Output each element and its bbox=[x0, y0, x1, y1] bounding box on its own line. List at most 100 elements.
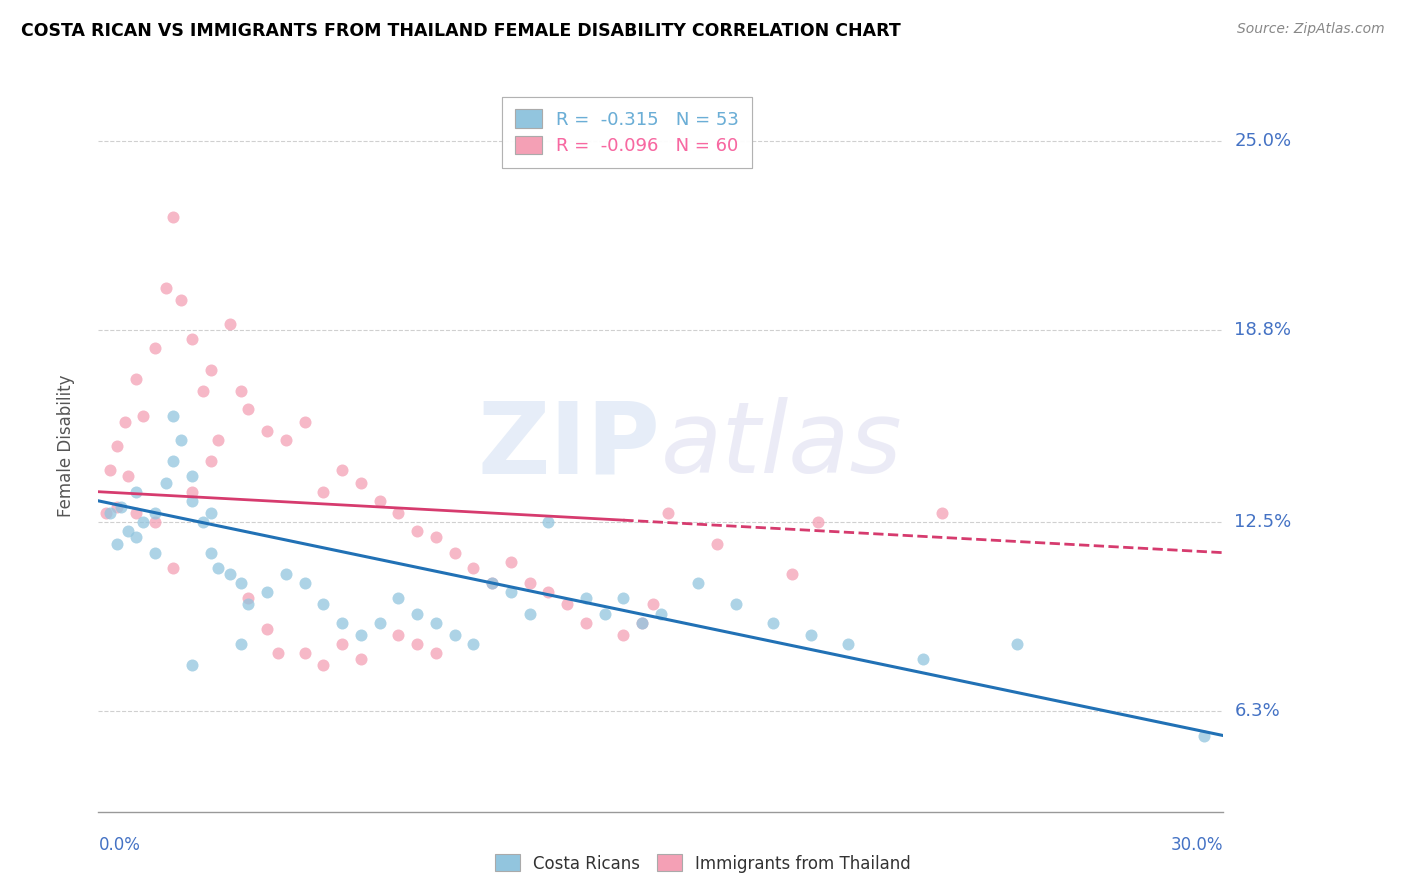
Point bbox=[643, 598, 665, 612]
Point bbox=[463, 637, 485, 651]
Point bbox=[105, 500, 128, 514]
Point bbox=[519, 607, 541, 621]
Text: 0.0%: 0.0% bbox=[98, 836, 141, 855]
Point bbox=[312, 598, 335, 612]
Point bbox=[125, 484, 148, 499]
Point bbox=[330, 615, 353, 630]
Point bbox=[294, 415, 316, 429]
Point bbox=[267, 646, 290, 660]
Text: 30.0%: 30.0% bbox=[1171, 836, 1223, 855]
Point bbox=[425, 646, 447, 660]
Point bbox=[155, 475, 177, 490]
Point bbox=[256, 622, 278, 636]
Point bbox=[330, 463, 353, 477]
Point bbox=[1194, 729, 1216, 743]
Point bbox=[575, 591, 598, 606]
Point bbox=[368, 615, 391, 630]
Point bbox=[443, 628, 465, 642]
Point bbox=[105, 439, 128, 453]
Point bbox=[837, 637, 859, 651]
Point bbox=[555, 598, 578, 612]
Point bbox=[200, 546, 222, 560]
Text: 6.3%: 6.3% bbox=[1234, 702, 1279, 720]
Point bbox=[294, 576, 316, 591]
Point bbox=[780, 567, 803, 582]
Point bbox=[368, 494, 391, 508]
Point bbox=[256, 424, 278, 438]
Point bbox=[1005, 637, 1028, 651]
Point bbox=[800, 628, 823, 642]
Point bbox=[256, 585, 278, 599]
Point bbox=[593, 607, 616, 621]
Point bbox=[193, 384, 215, 398]
Point bbox=[575, 615, 598, 630]
Point bbox=[350, 652, 373, 666]
Point bbox=[98, 506, 121, 520]
Point bbox=[612, 628, 634, 642]
Point bbox=[94, 506, 117, 520]
Point bbox=[155, 280, 177, 294]
Point bbox=[931, 506, 953, 520]
Legend: Costa Ricans, Immigrants from Thailand: Costa Ricans, Immigrants from Thailand bbox=[488, 847, 918, 880]
Point bbox=[762, 615, 785, 630]
Point bbox=[162, 454, 184, 468]
Point bbox=[207, 433, 229, 447]
Point bbox=[181, 494, 204, 508]
Point bbox=[688, 576, 710, 591]
Point bbox=[181, 484, 204, 499]
Point bbox=[443, 546, 465, 560]
Point bbox=[218, 317, 240, 331]
Point bbox=[537, 585, 560, 599]
Point bbox=[181, 658, 204, 673]
Point bbox=[181, 469, 204, 483]
Point bbox=[238, 591, 260, 606]
Point bbox=[274, 567, 297, 582]
Point bbox=[143, 546, 166, 560]
Text: Source: ZipAtlas.com: Source: ZipAtlas.com bbox=[1237, 22, 1385, 37]
Point bbox=[519, 576, 541, 591]
Point bbox=[162, 211, 184, 225]
Point bbox=[631, 615, 654, 630]
Point bbox=[170, 293, 193, 307]
Point bbox=[218, 567, 240, 582]
Point bbox=[229, 637, 252, 651]
Point bbox=[105, 536, 128, 550]
Point bbox=[631, 615, 654, 630]
Point bbox=[650, 607, 672, 621]
Point bbox=[207, 561, 229, 575]
Point bbox=[330, 637, 353, 651]
Text: COSTA RICAN VS IMMIGRANTS FROM THAILAND FEMALE DISABILITY CORRELATION CHART: COSTA RICAN VS IMMIGRANTS FROM THAILAND … bbox=[21, 22, 901, 40]
Point bbox=[125, 506, 148, 520]
Point bbox=[193, 515, 215, 529]
Point bbox=[162, 561, 184, 575]
Point bbox=[238, 598, 260, 612]
Point bbox=[807, 515, 830, 529]
Point bbox=[200, 363, 222, 377]
Point bbox=[499, 585, 522, 599]
Point bbox=[706, 536, 728, 550]
Point bbox=[132, 409, 155, 423]
Point bbox=[463, 561, 485, 575]
Text: atlas: atlas bbox=[661, 398, 903, 494]
Point bbox=[200, 454, 222, 468]
Point bbox=[132, 515, 155, 529]
Point bbox=[499, 555, 522, 569]
Point bbox=[98, 463, 121, 477]
Point bbox=[229, 576, 252, 591]
Text: ZIP: ZIP bbox=[478, 398, 661, 494]
Point bbox=[406, 607, 429, 621]
Point bbox=[181, 332, 204, 346]
Point bbox=[143, 506, 166, 520]
Point bbox=[387, 591, 409, 606]
Point bbox=[406, 637, 429, 651]
Point bbox=[350, 628, 373, 642]
Point bbox=[425, 530, 447, 544]
Point bbox=[387, 506, 409, 520]
Text: 18.8%: 18.8% bbox=[1234, 321, 1291, 339]
Point bbox=[537, 515, 560, 529]
Point bbox=[117, 469, 139, 483]
Point bbox=[229, 384, 252, 398]
Point bbox=[312, 658, 335, 673]
Point bbox=[312, 484, 335, 499]
Text: 25.0%: 25.0% bbox=[1234, 132, 1292, 150]
